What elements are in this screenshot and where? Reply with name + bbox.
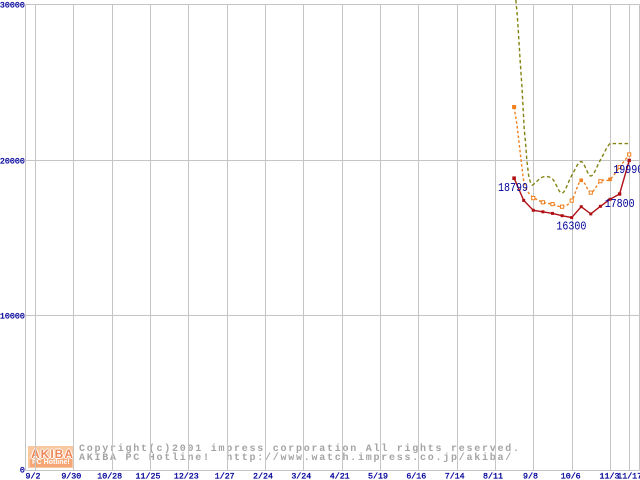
svg-text:4/21: 4/21 [330,472,350,480]
svg-text:3/24: 3/24 [291,472,311,480]
svg-text:30000: 30000 [0,2,25,11]
svg-text:9/2: 9/2 [26,472,41,480]
svg-text:2/24: 2/24 [253,472,273,480]
svg-text:20000: 20000 [0,157,25,166]
svg-text:0: 0 [20,466,25,475]
svg-text:12/23: 12/23 [174,472,199,480]
svg-text:9/8: 9/8 [523,472,538,480]
svg-text:16300: 16300 [556,221,586,234]
svg-text:17800: 17800 [605,198,635,211]
svg-text:10000: 10000 [0,312,25,321]
svg-text:11/17: 11/17 [617,472,640,480]
svg-text:9/30: 9/30 [61,472,81,480]
svg-text:18799: 18799 [498,182,528,195]
svg-text:11/25: 11/25 [136,472,161,480]
svg-text:1/27: 1/27 [215,472,235,480]
svg-text:10/28: 10/28 [97,472,122,480]
svg-text:7/14: 7/14 [445,472,465,480]
svg-text:10/6: 10/6 [561,472,581,480]
svg-text:5/19: 5/19 [368,472,388,480]
svg-text:6/16: 6/16 [406,472,426,480]
svg-text:11/3: 11/3 [600,472,620,480]
svg-text:19990: 19990 [613,164,640,177]
svg-text:8/11: 8/11 [483,472,503,480]
